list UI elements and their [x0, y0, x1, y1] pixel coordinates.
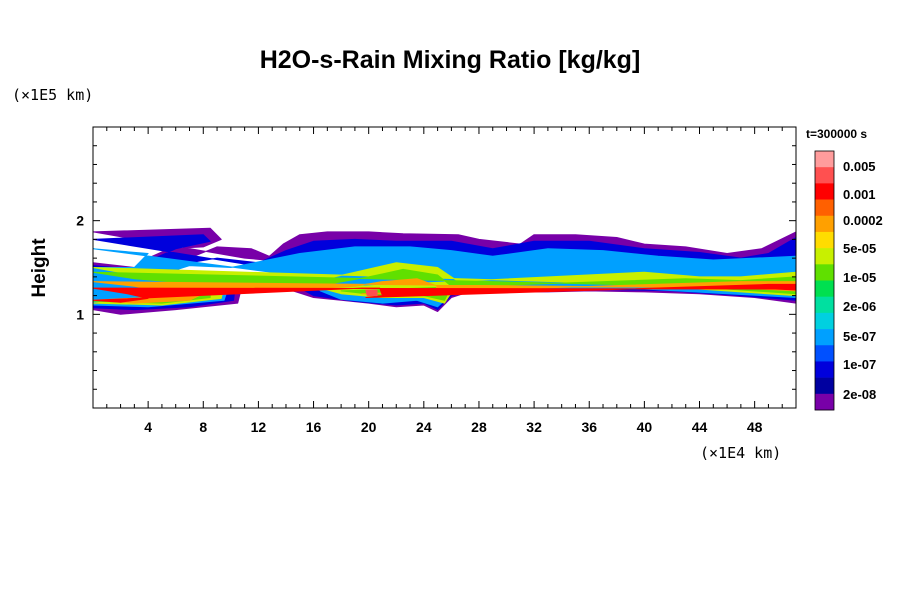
colorbar-swatch — [815, 296, 834, 314]
colorbar-swatch — [815, 264, 834, 281]
x-tick-label: 28 — [471, 419, 487, 435]
contour-field — [93, 227, 796, 315]
colorbar-swatch — [815, 167, 834, 184]
x-tick-label: 44 — [692, 419, 708, 435]
x-axis-unit: (×1E4 km) — [700, 444, 782, 462]
colorbar-label: 5e-05 — [843, 241, 876, 256]
colorbar-label: 1e-05 — [843, 270, 876, 285]
colorbar-swatch — [815, 377, 834, 395]
colorbar-swatch — [815, 199, 834, 217]
plot-frame — [92, 126, 797, 409]
contour-band-6 — [93, 283, 796, 303]
x-tick-label: 8 — [199, 419, 207, 435]
colorbar-swatch — [815, 280, 834, 297]
colorbar-swatch — [815, 361, 834, 378]
x-tick-label: 36 — [581, 419, 597, 435]
colorbar-label: 2e-08 — [843, 387, 876, 402]
y-tick-label: 2 — [76, 213, 84, 229]
colorbar-swatch — [815, 231, 834, 249]
colorbar-label: 0.0002 — [843, 213, 883, 228]
colorbar-swatch — [815, 151, 834, 168]
colorbar-swatch — [815, 183, 834, 200]
colorbar-label: 0.005 — [843, 159, 876, 174]
x-tick-label: 20 — [361, 419, 377, 435]
colorbar-swatch — [815, 393, 834, 411]
colorbar-swatch — [815, 215, 834, 233]
colorbar: 0.005 0.001 0.0002 5e-05 1e-05 2e-06 5e-07 1e-0… — [814, 150, 883, 411]
colorbar-swatch — [815, 248, 834, 265]
timestamp-label: t=300000 s — [806, 127, 868, 141]
y-tick-label: 1 — [76, 306, 84, 322]
colorbar-label: 2e-06 — [843, 299, 876, 314]
colorbar-label: 5e-07 — [843, 329, 876, 344]
x-tick-label: 12 — [251, 419, 267, 435]
colorbar-frame — [814, 150, 835, 411]
chart-title: H2O-s-Rain Mixing Ratio [kg/kg] — [259, 46, 641, 74]
y-axis-unit: (×1E5 km) — [12, 86, 94, 104]
colorbar-swatch — [815, 312, 834, 330]
colorbar-swatch — [815, 329, 834, 346]
contour-band-7 — [365, 289, 378, 297]
x-tick-label: 32 — [526, 419, 542, 435]
x-tick-label: 48 — [747, 419, 763, 435]
x-tick-label: 16 — [306, 419, 322, 435]
x-tick-label: 24 — [416, 419, 432, 435]
colorbar-label: 0.001 — [843, 187, 876, 202]
colorbar-swatch — [815, 345, 834, 362]
x-tick-label: 4 — [144, 419, 152, 435]
x-tick-label: 40 — [637, 419, 653, 435]
colorbar-label: 1e-07 — [843, 357, 876, 372]
